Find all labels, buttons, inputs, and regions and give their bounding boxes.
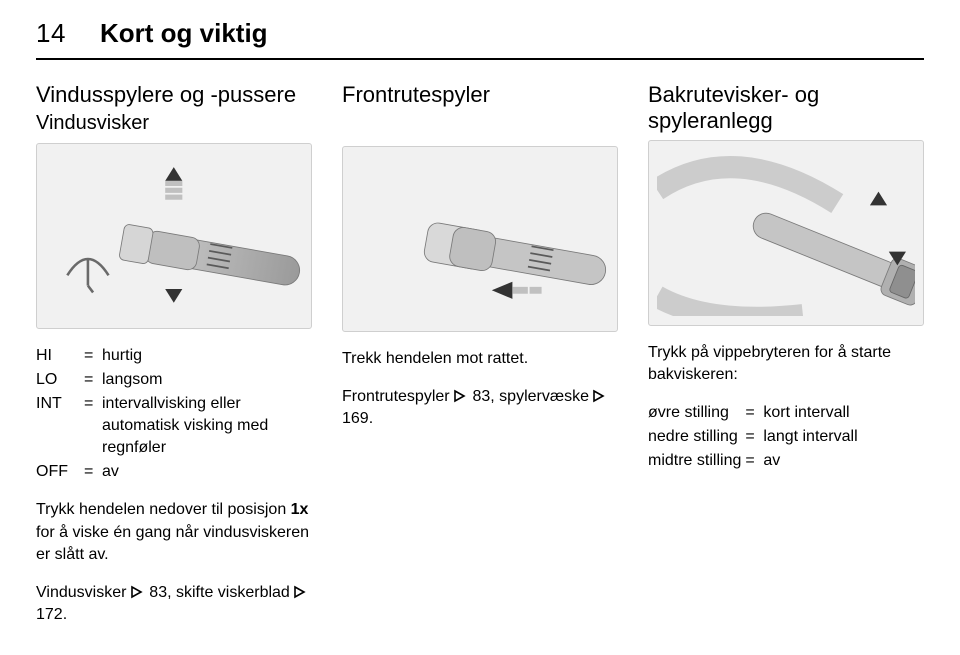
def-val: hurtig: [102, 345, 312, 369]
def-key: OFF: [36, 461, 84, 485]
reference-icon: [593, 388, 607, 405]
illustration-rear-wiper: [648, 140, 924, 326]
col3-body: Trykk på vippebryteren for å starte bakv…: [648, 342, 924, 474]
col2-body: Trekk hendelen mot rattet. Frontrutespyl…: [342, 348, 618, 430]
col2-para1: Trekk hendelen mot rattet.: [342, 348, 618, 370]
illustration-washer-stalk: [342, 146, 618, 332]
row-eq: =: [745, 450, 763, 474]
col2-para2: Frontrutespyler 83, spylervæske 169.: [342, 386, 618, 430]
def-eq: =: [84, 461, 102, 485]
table-row: INT = intervallvisking eller automatisk …: [36, 393, 312, 461]
table-row: øvre stilling = kort intervall: [648, 402, 862, 426]
row-left: midtre stilling: [648, 450, 745, 474]
table-row: HI = hurtig: [36, 345, 312, 369]
row-right: kort intervall: [763, 402, 861, 426]
text: 83, skifte viskerblad: [145, 584, 294, 601]
col1-subheading: Vindusvisker: [36, 112, 312, 135]
bold-1x: 1x: [291, 501, 309, 518]
text: 169.: [342, 410, 373, 427]
text: Vindusvisker: [36, 584, 131, 601]
wiper-stalk-icon: [45, 153, 303, 319]
col1-para2: Vindusvisker 83, skifte viskerblad 172.: [36, 582, 312, 626]
text: 83, spylervæske: [468, 388, 593, 405]
def-eq: =: [84, 369, 102, 393]
header-rule: [36, 58, 924, 60]
col1-heading: Vindusspylere og -pussere: [36, 82, 312, 108]
row-right: langt intervall: [763, 426, 861, 450]
illustration-wiper-stalk: [36, 143, 312, 329]
row-right: av: [763, 450, 861, 474]
col1-body: HI = hurtig LO = langsom INT = intervall…: [36, 345, 312, 626]
col2-heading: Frontrutespyler: [342, 82, 618, 108]
table-row: midtre stilling = av: [648, 450, 862, 474]
page-number: 14: [36, 20, 100, 46]
table-row: LO = langsom: [36, 369, 312, 393]
running-head: 14 Kort og viktig: [36, 20, 924, 46]
column-3: Bakrutevisker- og spyleranlegg: [648, 82, 924, 642]
row-eq: =: [745, 402, 763, 426]
spacer: [342, 112, 618, 140]
col1-para1: Trykk hendelen nedover til posisjon 1x f…: [36, 499, 312, 565]
def-eq: =: [84, 345, 102, 369]
def-val: av: [102, 461, 312, 485]
rear-wiper-icon: [657, 150, 915, 316]
text: Frontrutespyler: [342, 388, 454, 405]
def-val: langsom: [102, 369, 312, 393]
reference-icon: [131, 584, 145, 601]
row-eq: =: [745, 426, 763, 450]
text: 172.: [36, 606, 67, 623]
columns: Vindusspylere og -pussere Vindusvisker: [36, 82, 924, 642]
row-left: øvre stilling: [648, 402, 745, 426]
reference-icon: [294, 584, 308, 601]
def-key: HI: [36, 345, 84, 369]
washer-stalk-icon: [351, 156, 609, 322]
column-2: Frontrutespyler: [342, 82, 618, 642]
def-eq: =: [84, 393, 102, 461]
col3-heading: Bakrutevisker- og spyleranlegg: [648, 82, 924, 134]
table-row: OFF = av: [36, 461, 312, 485]
text: for å viske én gang når vindusviskeren e…: [36, 524, 309, 563]
text: Trykk hendelen nedover til posisjon: [36, 501, 291, 518]
def-val: intervallvisking eller automatisk viskin…: [102, 393, 312, 461]
row-left: nedre stilling: [648, 426, 745, 450]
col3-para1: Trykk på vippebryteren for å starte bakv…: [648, 342, 924, 386]
page: 14 Kort og viktig Vindusspylere og -puss…: [0, 0, 960, 655]
col3-table: øvre stilling = kort intervall nedre sti…: [648, 402, 862, 474]
def-key: LO: [36, 369, 84, 393]
reference-icon: [454, 388, 468, 405]
table-row: nedre stilling = langt intervall: [648, 426, 862, 450]
column-1: Vindusspylere og -pussere Vindusvisker: [36, 82, 312, 642]
col1-def-table: HI = hurtig LO = langsom INT = intervall…: [36, 345, 312, 485]
page-section-title: Kort og viktig: [100, 20, 268, 46]
def-key: INT: [36, 393, 84, 461]
